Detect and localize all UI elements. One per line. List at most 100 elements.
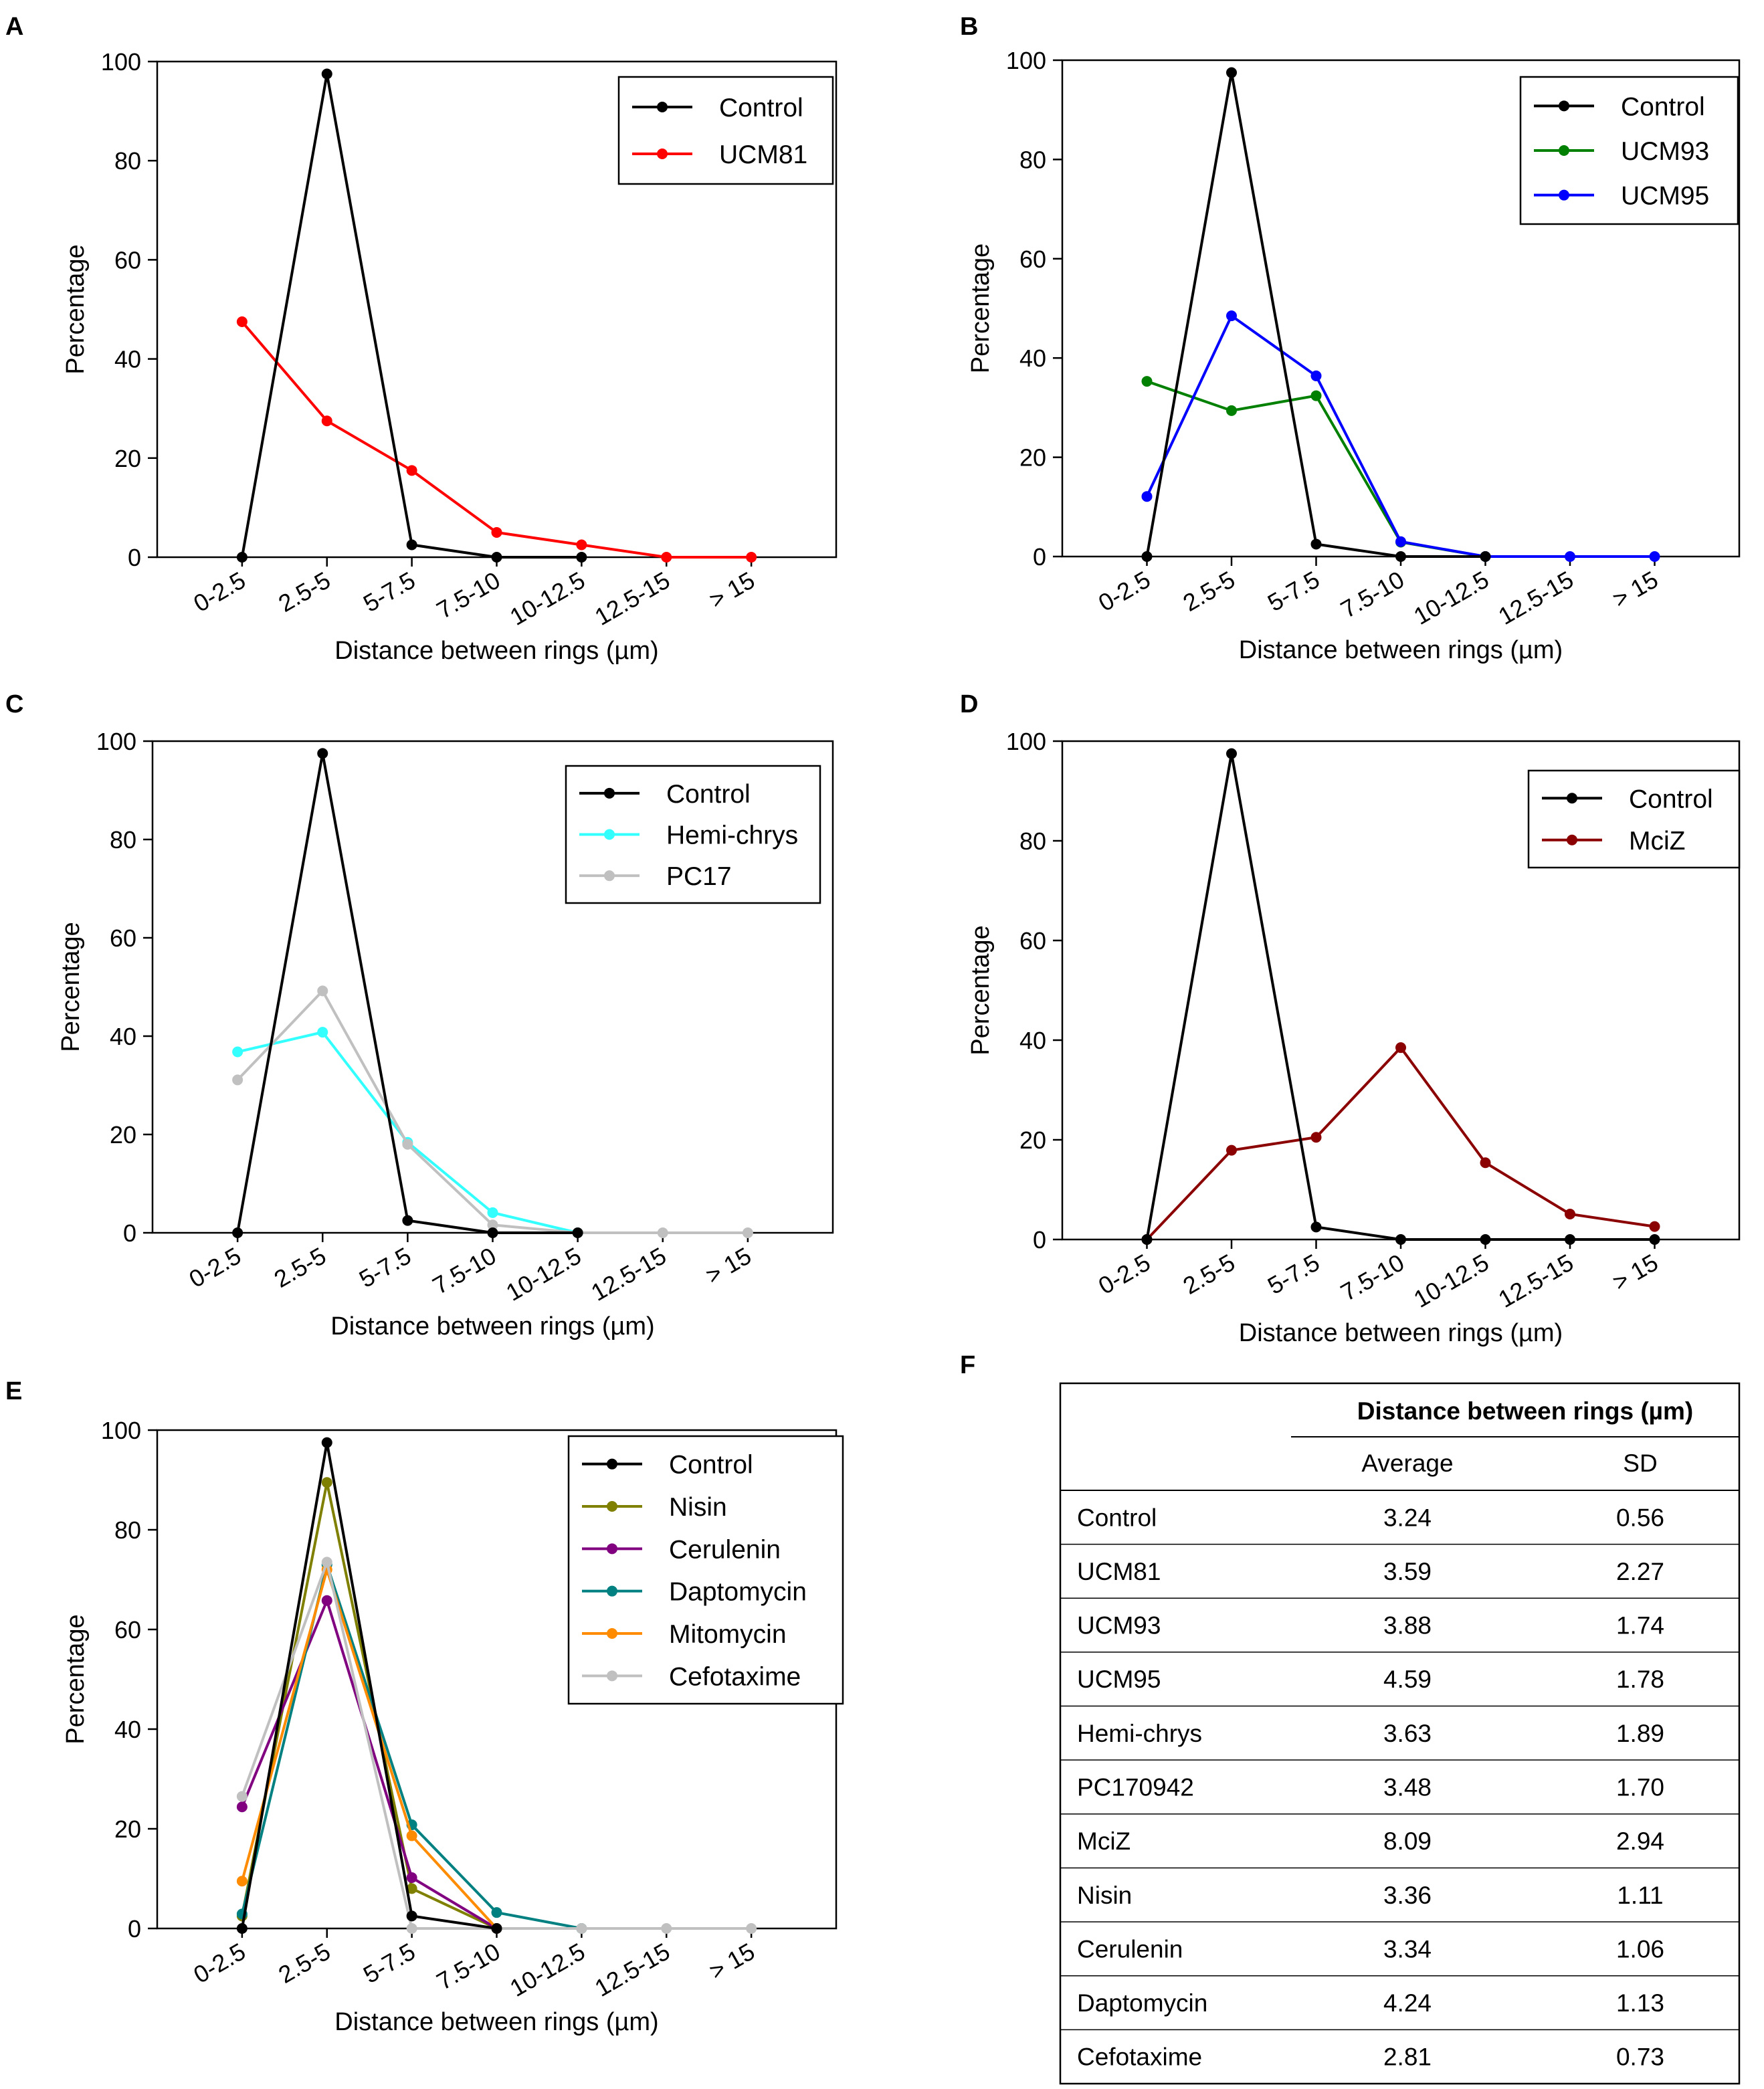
legend-label-ucm93: UCM93 [1621, 137, 1709, 166]
x-tick-label: 12.5-15 [1494, 1248, 1578, 1313]
x-tick-label: 5-7.5 [1263, 565, 1325, 617]
data-point-pc17 [657, 1227, 668, 1238]
table-row-average: 3.24 [1383, 1504, 1432, 1531]
table-row: Hemi-chrys 3.63 1.89 [1060, 1720, 1739, 1761]
data-point-ucm81 [321, 415, 332, 427]
legend-label-cefotaxime: Cefotaxime [669, 1662, 801, 1691]
chart-panel-c: C 0 20 40 60 80 100 0-2.5 2.5-5 5-7.5 7.5-10 10-12.… [5, 690, 834, 1340]
table-row-sd: 1.13 [1616, 1989, 1664, 2017]
panel-letter-b: B [960, 13, 978, 41]
table-row: UCM95 4.59 1.78 [1060, 1666, 1739, 1707]
x-tick-label: 5-7.5 [355, 1241, 416, 1293]
data-point-control [232, 1227, 243, 1238]
legend-label-control: Control [1621, 92, 1705, 121]
data-point-daptomycin [491, 1907, 502, 1918]
data-point-control [236, 1923, 248, 1934]
legend-marker-cefotaxime [607, 1670, 617, 1682]
data-point-control [321, 68, 332, 80]
legend-label-control: Control [669, 1451, 753, 1480]
x-tick-label: 0-2.5 [1094, 1248, 1155, 1300]
series-line-mitomycin [240, 1565, 498, 1930]
chart-panel-b: B 0 20 40 60 80 100 0-2.5 2.5-5 5-7.5 7.5-10 10-12.… [960, 13, 1741, 664]
data-point-mciz [1649, 1221, 1660, 1232]
legend-marker-control [1559, 100, 1569, 112]
data-point-control [321, 1437, 332, 1448]
y-axis-label: Percentage [62, 1614, 90, 1744]
x-tick-label: 2.5-5 [1178, 565, 1240, 617]
x-axis-label: Distance between rings (µm) [334, 637, 658, 665]
data-point-mciz [1226, 1145, 1237, 1156]
data-point-cefotaxime [746, 1923, 757, 1934]
x-tick-label: 12.5-15 [590, 566, 674, 631]
y-tick-label: 0 [128, 1915, 141, 1943]
data-point-control [406, 539, 417, 551]
chart-panel-a: A 0 20 40 60 80 100 0-2.5 2.5-5 5-7.5 7.5-10 10-12.… [5, 13, 838, 665]
panel-letter-c: C [5, 690, 23, 718]
y-axis-label: Percentage [62, 244, 90, 374]
x-axis-label: Distance between rings (µm) [1239, 636, 1563, 664]
x-tick-label: 0-2.5 [185, 1241, 246, 1293]
y-tick-label: 40 [1019, 344, 1046, 372]
series-line-ucm93 [1146, 380, 1486, 558]
x-tick-label: 7.5-10 [432, 1937, 505, 1995]
x-tick-label: 10-12.5 [505, 1937, 589, 2002]
table-row-name: MciZ [1077, 1827, 1131, 1855]
legend-label-control: Control [719, 94, 803, 122]
legend-marker-control [1567, 793, 1577, 804]
y-tick-label: 40 [1019, 1027, 1046, 1054]
y-tick-label: 0 [1033, 543, 1046, 571]
legend-marker-ucm95 [1559, 189, 1569, 201]
legend-marker-control [607, 1458, 617, 1470]
legend-marker-ucm93 [1559, 145, 1569, 156]
y-tick-label: 60 [114, 1616, 141, 1644]
panel-letter-e: E [5, 1377, 22, 1405]
y-tick-label: 100 [96, 728, 136, 755]
table-row-name: UCM81 [1077, 1558, 1161, 1585]
data-point-nisin [321, 1477, 332, 1488]
data-point-ucm95 [1649, 551, 1660, 562]
y-axis-label: Percentage [967, 243, 995, 373]
data-point-cefotaxime [406, 1923, 417, 1934]
data-point-control [402, 1215, 413, 1226]
table-row-name: Cefotaxime [1077, 2044, 1202, 2071]
x-tick-label: 0-2.5 [189, 566, 250, 617]
legend-label-control: Control [1629, 785, 1713, 813]
table-row: Cefotaxime 2.81 0.73 [1077, 2044, 1664, 2071]
data-point-control [1310, 538, 1322, 550]
series-line-mciz [1146, 1046, 1655, 1241]
legend-label-hemi-chrys: Hemi-chrys [666, 821, 798, 850]
series-line-control [240, 74, 582, 559]
data-point-ucm93 [1226, 405, 1237, 416]
table-row-average: 4.59 [1383, 1666, 1432, 1693]
table-row: Cerulenin 3.34 1.06 [1060, 1935, 1739, 1977]
y-tick-label: 60 [110, 924, 136, 952]
data-point-control [1395, 1234, 1406, 1245]
y-tick-label: 20 [114, 445, 141, 472]
table-panel-f: F Distance between rings (µm) Average SD Con… [960, 1351, 1741, 2085]
data-point-ucm95 [1565, 551, 1575, 562]
data-point-control [1565, 1234, 1575, 1245]
legend-box [617, 76, 834, 185]
x-tick-label: > 15 [704, 1937, 759, 1985]
table-row: UCM81 3.59 2.27 [1060, 1558, 1739, 1599]
panel-letter-d: D [960, 690, 978, 718]
table-row-name: Cerulenin [1077, 1935, 1183, 1963]
legend-marker-mitomycin [607, 1628, 617, 1639]
legend-label-daptomycin: Daptomycin [669, 1578, 807, 1607]
x-axis-label: Distance between rings (µm) [330, 1312, 654, 1340]
data-point-control [487, 1227, 498, 1238]
x-tick-label: 7.5-10 [428, 1241, 501, 1300]
y-tick-label: 80 [1019, 827, 1046, 855]
x-axis-label: Distance between rings (µm) [334, 2008, 658, 2036]
table-row-name: UCM95 [1077, 1666, 1161, 1693]
x-tick-label: > 15 [701, 1241, 756, 1289]
data-point-pc17 [742, 1227, 753, 1238]
y-tick-label: 60 [1019, 245, 1046, 273]
table-row-average: 3.63 [1383, 1720, 1432, 1747]
table-row-average: 2.81 [1383, 2044, 1432, 2071]
y-tick-label: 100 [101, 48, 141, 76]
table-row-name: UCM93 [1077, 1612, 1161, 1639]
table-row-average: 3.88 [1383, 1612, 1432, 1639]
data-point-control [491, 552, 502, 563]
x-tick-label: 7.5-10 [1336, 565, 1409, 623]
